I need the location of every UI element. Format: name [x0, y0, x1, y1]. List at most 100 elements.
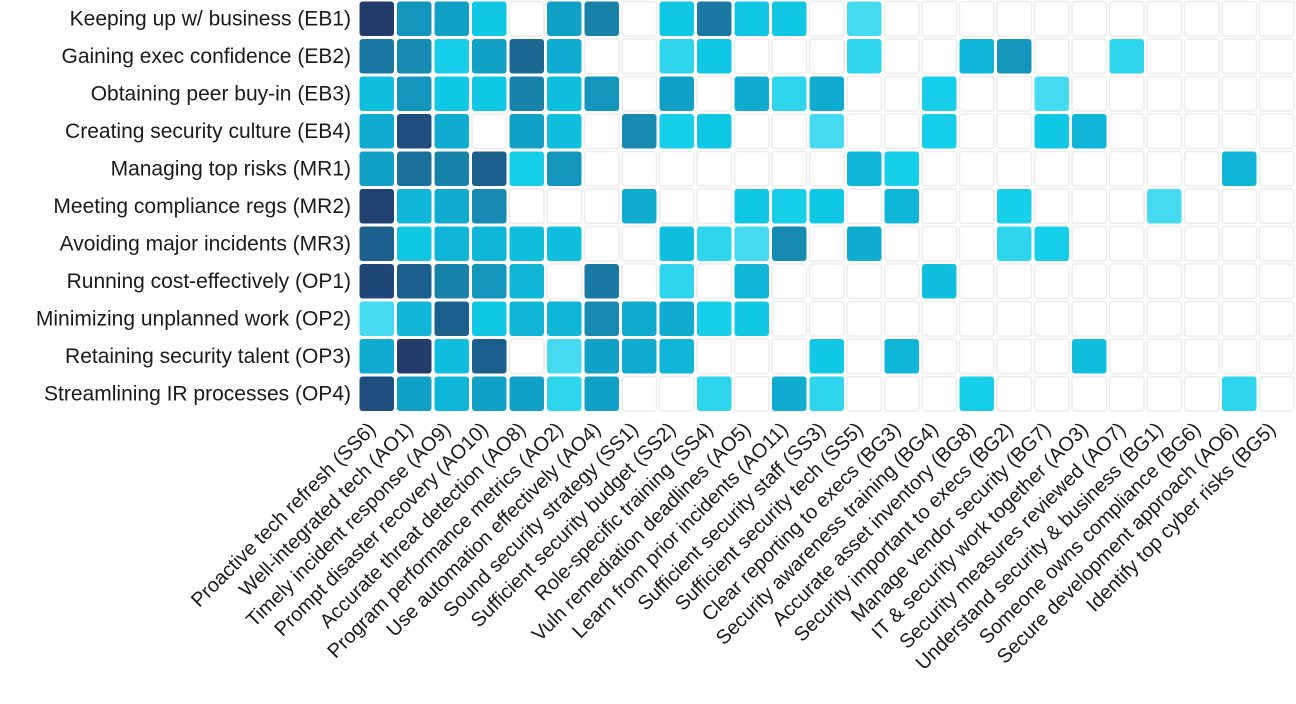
column-labels: Proactive tech refresh (SS6)Well-integra…: [187, 418, 1280, 674]
heatmap-cell-empty: [1258, 300, 1295, 337]
heatmap-cell: [734, 226, 769, 261]
heatmap-cell: [884, 339, 919, 374]
heatmap-cell: [472, 376, 507, 411]
heatmap-cell: [547, 226, 582, 261]
heatmap-cell-empty: [658, 188, 695, 225]
heatmap-cell-empty: [1258, 188, 1295, 225]
heatmap-cell: [509, 226, 544, 261]
heatmap-cell: [697, 114, 732, 149]
heatmap-cell-empty: [996, 300, 1033, 337]
heatmap-cell-empty: [958, 300, 995, 337]
heatmap-cell: [1034, 114, 1069, 149]
heatmap-cell-empty: [508, 188, 545, 225]
heatmap-cell-empty: [1221, 188, 1258, 225]
heatmap-cell-empty: [1108, 225, 1145, 262]
heatmap-cell: [772, 226, 807, 261]
heatmap-cell: [547, 1, 582, 36]
heatmap-cell-empty: [1071, 0, 1108, 37]
heatmap-cell-empty: [1258, 375, 1295, 412]
heatmap-cell-empty: [621, 38, 658, 75]
heatmap-cell-empty: [1221, 113, 1258, 150]
row-label: Gaining exec confidence (EB2): [62, 45, 352, 68]
heatmap-cell-empty: [1221, 338, 1258, 375]
heatmap-cell-empty: [733, 38, 770, 75]
heatmap-grid: [359, 0, 1295, 412]
heatmap-cell-empty: [583, 225, 620, 262]
heatmap-cell: [959, 376, 994, 411]
heatmap-cell-empty: [808, 150, 845, 187]
heatmap-cell-empty: [1071, 375, 1108, 412]
heatmap-cell-empty: [583, 38, 620, 75]
heatmap-cell: [472, 339, 507, 374]
heatmap-cell: [397, 189, 432, 224]
heatmap-cell: [397, 39, 432, 74]
heatmap-cell: [359, 301, 394, 336]
heatmap-cell: [509, 301, 544, 336]
heatmap-cell: [584, 1, 619, 36]
heatmap-cell: [697, 376, 732, 411]
heatmap-cell: [734, 301, 769, 336]
heatmap-cell-empty: [696, 263, 733, 300]
heatmap-cell-empty: [696, 150, 733, 187]
heatmap-cell-empty: [921, 225, 958, 262]
heatmap-cell: [397, 339, 432, 374]
heatmap-cell: [359, 151, 394, 186]
heatmap-cell: [397, 151, 432, 186]
heatmap-cell: [434, 264, 469, 299]
heatmap-cell-empty: [1033, 338, 1070, 375]
heatmap-cell-empty: [958, 150, 995, 187]
heatmap-cell-empty: [1183, 263, 1220, 300]
heatmap-cell-empty: [1146, 225, 1183, 262]
heatmap-cell: [434, 189, 469, 224]
heatmap-cell: [847, 226, 882, 261]
heatmap-cell: [547, 39, 582, 74]
heatmap-cell: [359, 114, 394, 149]
heatmap-cell-empty: [1033, 0, 1070, 37]
heatmap-cell-empty: [1146, 263, 1183, 300]
heatmap-cell-empty: [1221, 38, 1258, 75]
heatmap-cell-empty: [1146, 338, 1183, 375]
heatmap-cell: [359, 376, 394, 411]
heatmap-cell: [1222, 376, 1257, 411]
heatmap-cell-empty: [621, 375, 658, 412]
heatmap-cell: [397, 301, 432, 336]
heatmap-cell-empty: [471, 113, 508, 150]
heatmap-cell-empty: [1258, 38, 1295, 75]
heatmap-cell-empty: [1221, 75, 1258, 112]
heatmap-cell: [659, 39, 694, 74]
heatmap-cell: [434, 39, 469, 74]
heatmap-cell-empty: [996, 375, 1033, 412]
heatmap-cell-empty: [696, 338, 733, 375]
heatmap-cell-empty: [583, 113, 620, 150]
heatmap-cell: [397, 76, 432, 111]
heatmap-cell-empty: [508, 0, 545, 37]
heatmap-cell: [509, 151, 544, 186]
heatmap-cell-empty: [1146, 113, 1183, 150]
heatmap-cell: [959, 39, 994, 74]
heatmap-cell: [509, 76, 544, 111]
row-label: Obtaining peer buy-in (EB3): [91, 82, 351, 105]
heatmap-cell: [697, 1, 732, 36]
heatmap-cell-empty: [921, 38, 958, 75]
heatmap-cell: [509, 39, 544, 74]
heatmap-cell: [1034, 226, 1069, 261]
heatmap-cell-empty: [1071, 150, 1108, 187]
row-label: Managing top risks (MR1): [111, 157, 351, 180]
heatmap-cell-empty: [1258, 263, 1295, 300]
row-label: Creating security culture (EB4): [65, 120, 351, 143]
heatmap-cell: [884, 151, 919, 186]
heatmap-cell-empty: [996, 150, 1033, 187]
heatmap-cell-empty: [621, 75, 658, 112]
heatmap-cell: [997, 189, 1032, 224]
heatmap-cell: [1034, 76, 1069, 111]
heatmap-cell: [547, 339, 582, 374]
heatmap-cell-empty: [1221, 300, 1258, 337]
heatmap-cell: [359, 339, 394, 374]
heatmap-cell: [847, 151, 882, 186]
heatmap-cell: [509, 264, 544, 299]
heatmap-cell-empty: [1183, 150, 1220, 187]
heatmap-cell: [584, 76, 619, 111]
heatmap-cell-empty: [921, 300, 958, 337]
heatmap-cell-empty: [883, 38, 920, 75]
heatmap-cell: [472, 301, 507, 336]
